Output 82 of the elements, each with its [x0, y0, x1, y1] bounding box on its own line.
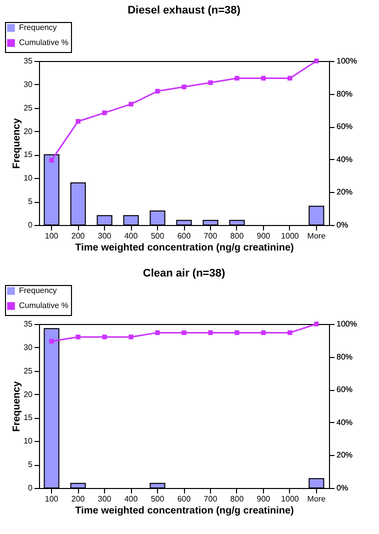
y2-tick-label: 60%: [336, 122, 353, 132]
point: [288, 76, 292, 81]
point: [49, 338, 54, 344]
y-tick-label: 30: [24, 342, 34, 352]
x-tick-label: 800: [230, 232, 244, 240]
y2-tick-label: 60%: [336, 385, 353, 394]
y2-tick-label: 100%: [336, 320, 357, 328]
y-tick-label: 25: [24, 366, 34, 376]
y-tick-label: 35: [24, 320, 34, 328]
y2-tick-label: 20%: [336, 188, 353, 197]
y-tick-label: 35: [24, 56, 34, 66]
point: [49, 158, 54, 163]
legend-label: Frequency: [19, 286, 57, 295]
y2-tick-label: 0%: [336, 484, 348, 492]
x-tick-label: 1000: [281, 232, 300, 240]
x-tick-label: 100: [44, 494, 59, 504]
point: [261, 330, 266, 336]
y-tick-label: 20: [24, 126, 34, 136]
point: [208, 80, 213, 85]
x-tick-label: More: [307, 494, 326, 504]
x-tick-label: 700: [204, 232, 218, 240]
chart-title: Diesel exhaust (n=38): [128, 4, 241, 16]
y-tick-label: 15: [24, 150, 34, 160]
legend-label: Cumulative %: [19, 38, 68, 47]
x-tick-label: 900: [256, 232, 271, 240]
x-tick-label: 500: [150, 494, 165, 504]
y2-tick-label: 100%: [336, 56, 357, 66]
y-tick-label: 30: [24, 80, 34, 89]
point: [128, 102, 134, 106]
point: [102, 334, 107, 340]
x-tick-label: 600: [177, 232, 192, 240]
point: [182, 84, 186, 90]
x-tick-label: 500: [150, 232, 165, 240]
y-tick-label: 25: [24, 103, 34, 112]
y2-tick-label: 40%: [336, 418, 353, 427]
legend-label: Cumulative %: [19, 301, 68, 310]
y2-tick-label: 80%: [336, 89, 353, 98]
y-tick-label: 5: [28, 460, 34, 470]
point: [234, 330, 240, 336]
legend-label: Frequency: [19, 23, 57, 32]
y-axis-title: Frequency: [12, 380, 23, 432]
x-axis-title: Time weighted concentration (ng/g creatinine): [75, 242, 294, 254]
x-tick-label: 800: [230, 494, 244, 504]
x-tick-label: 900: [256, 494, 271, 504]
x-tick-label: 300: [98, 232, 112, 240]
x-tick-label: 700: [204, 494, 218, 504]
x-tick-label: 400: [124, 232, 138, 240]
y2-tick-label: 80%: [336, 352, 353, 362]
point: [288, 330, 292, 336]
y-tick-label: 20: [24, 390, 34, 399]
x-tick-label: More: [307, 232, 326, 240]
point: [102, 110, 107, 116]
y-tick-label: 5: [28, 197, 34, 206]
point: [314, 322, 319, 326]
point: [208, 330, 213, 336]
point: [234, 76, 240, 81]
point: [76, 334, 80, 340]
y2-tick-label: 40%: [336, 154, 353, 164]
x-tick-label: 300: [98, 494, 112, 504]
point: [182, 330, 186, 336]
chart-title: Clean air (n=38): [142, 268, 226, 280]
point: [128, 334, 134, 340]
x-tick-label: 600: [177, 494, 192, 504]
point: [155, 88, 160, 94]
x-tick-label: 100: [44, 232, 59, 240]
y-tick-label: 0: [28, 484, 34, 492]
y-tick-label: 0: [28, 220, 34, 230]
point: [261, 76, 266, 81]
y-tick-label: 15: [24, 413, 34, 422]
x-tick-label: 200: [71, 232, 86, 240]
point: [155, 330, 160, 336]
x-tick-label: 1000: [281, 494, 300, 504]
x-axis-title: Time weighted concentration (ng/g creatinine): [75, 506, 294, 516]
x-tick-label: 400: [124, 494, 138, 504]
x-tick-label: 200: [71, 494, 86, 504]
point: [314, 58, 319, 64]
point: [76, 119, 80, 124]
y2-tick-label: 0%: [336, 220, 348, 230]
y-tick-label: 10: [24, 174, 34, 183]
y-axis-title: Frequency: [12, 118, 23, 169]
y-tick-label: 10: [24, 436, 34, 446]
y2-tick-label: 20%: [336, 450, 353, 460]
